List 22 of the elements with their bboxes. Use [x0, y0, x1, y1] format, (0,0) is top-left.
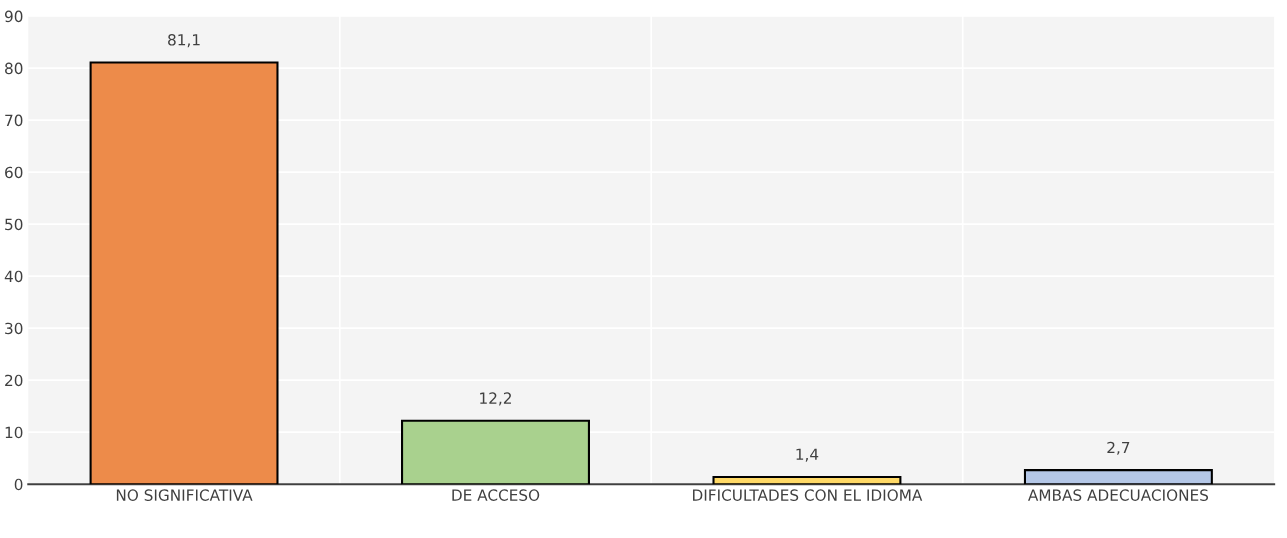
y-tick-label: 70: [5, 114, 23, 127]
y-tick-label: 10: [5, 426, 23, 439]
bar: [89, 61, 279, 485]
data-label: 81,1: [168, 34, 200, 48]
data-label: 2,7: [1107, 441, 1130, 455]
data-label: 1,4: [796, 448, 819, 462]
data-label: 12,2: [480, 392, 511, 406]
y-tick-label: 40: [4, 270, 23, 283]
x-tick-label: DIFICULTADES CON EL IDIOMA: [693, 489, 923, 501]
y-tick-label: 20: [5, 374, 23, 387]
bar: [401, 419, 590, 485]
y-tick-label: 0: [14, 478, 23, 491]
y-tick-label: 30: [5, 322, 23, 335]
y-tick-label: 50: [5, 218, 23, 231]
y-tick-label: 80: [5, 62, 23, 75]
y-tick-label: 60: [5, 166, 23, 179]
bar: [712, 475, 902, 485]
y-tick-label: 90: [4, 10, 23, 23]
x-tick-label: NO SIGNIFICATIVA: [116, 489, 253, 501]
bar: [1023, 469, 1213, 485]
x-tick-label: DE ACCESO: [452, 489, 540, 501]
x-tick-label: AMBAS ADECUACIONES: [1028, 489, 1209, 501]
